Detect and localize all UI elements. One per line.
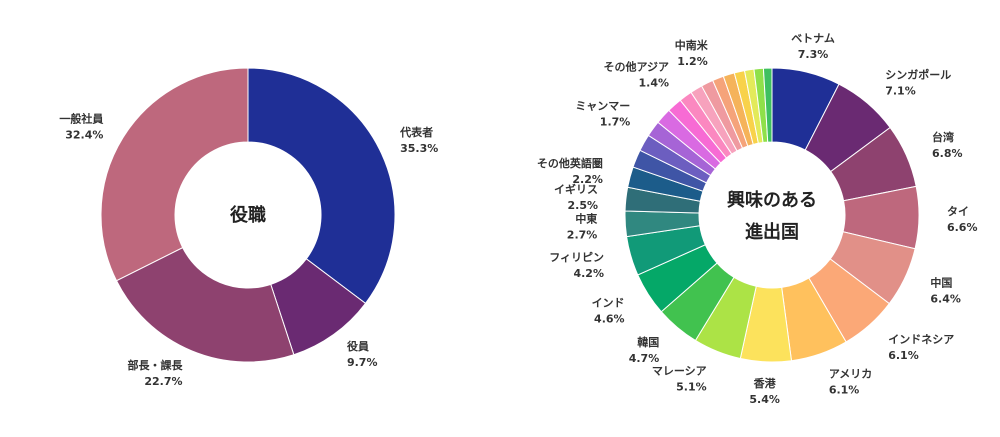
slice-label-value: 1.7% <box>600 115 631 128</box>
slice-1-28 <box>762 67 773 143</box>
slice-label-name: 代表者 <box>399 125 433 139</box>
slice-label-value: 7.1% <box>885 85 916 98</box>
donut-chart-position: 代表者 35.3% 役員 9.7% 部長・課長 22.7% 一般社員 32.4% 役職 <box>59 67 438 388</box>
slice-label-name: ミャンマー <box>575 99 630 112</box>
slice-label-name: 部長・課長 <box>128 358 184 372</box>
slice-label-name: 香港 <box>753 376 777 390</box>
slice-label-name: ベトナム <box>791 32 835 45</box>
slice-label-name: 中南米 <box>675 38 709 52</box>
slice-label-name: その他アジア <box>603 59 669 73</box>
slice-label-value: 4.6% <box>594 312 625 325</box>
slice-label-value: 2.7% <box>567 228 598 241</box>
slice-label-name: マレーシア <box>652 364 707 377</box>
slice-label-value: 6.8% <box>932 147 963 160</box>
slice-label-name: インドネシア <box>888 333 954 346</box>
slice-label-value: 6.1% <box>888 349 919 362</box>
slice-label-value: 35.3% <box>400 142 438 155</box>
slice-label-name: その他英語圏 <box>537 156 603 170</box>
slice-0-2 <box>115 246 295 363</box>
chart-center-title: 興味のある進出国 <box>727 189 817 243</box>
slice-label-value: 32.4% <box>65 129 103 142</box>
donut-chart-countries: ベトナム 7.3% シンガポール 7.1% 台湾 6.8% タイ 6.6% 中国 6.4% インドネ… <box>537 32 978 406</box>
slice-label-value: 22.7% <box>144 375 182 388</box>
slice-label-value: 4.2% <box>573 267 604 280</box>
slice-label-value: 6.4% <box>930 292 961 305</box>
slice-label-name: 役員 <box>346 339 369 353</box>
slice-0-3 <box>100 67 249 282</box>
slice-label-name: イギリス <box>554 182 598 196</box>
slice-label-value: 6.6% <box>947 221 978 234</box>
slice-label-value: 1.4% <box>639 76 670 89</box>
slice-label-value: 5.1% <box>676 380 707 393</box>
slice-label-value: 7.3% <box>798 48 829 61</box>
slice-label-value: 1.2% <box>677 55 708 68</box>
slice-label-name: フィリピン <box>549 251 604 264</box>
slice-0-0 <box>247 67 396 305</box>
slice-label-name: 台湾 <box>932 130 954 144</box>
slice-label-name: 中国 <box>930 275 952 289</box>
slice-label-value: 6.1% <box>829 384 860 397</box>
slice-label-name: 一般社員 <box>59 112 103 126</box>
slice-label-value: 4.7% <box>629 352 660 365</box>
slice-label-name: インド <box>592 296 625 309</box>
slice-label-value: 2.5% <box>568 199 599 212</box>
slice-label-name: 中東 <box>575 211 598 225</box>
slice-label-name: アメリカ <box>829 368 872 381</box>
slice-label-name: 韓国 <box>637 335 659 349</box>
slice-label-value: 9.7% <box>347 356 378 369</box>
chart-center-title: 役職 <box>230 204 266 226</box>
slice-label-value: 2.2% <box>572 173 603 186</box>
slice-label-name: タイ <box>947 205 969 218</box>
slice-label-name: シンガポール <box>885 68 951 82</box>
slice-label-value: 5.4% <box>749 393 780 406</box>
